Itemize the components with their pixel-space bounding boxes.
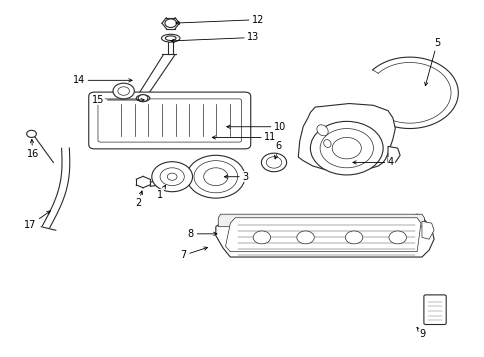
Ellipse shape — [316, 125, 328, 136]
Circle shape — [253, 231, 270, 244]
Ellipse shape — [165, 36, 176, 40]
Text: 12: 12 — [176, 15, 264, 25]
Ellipse shape — [136, 95, 150, 101]
Circle shape — [310, 121, 382, 175]
Polygon shape — [298, 104, 394, 171]
Text: 9: 9 — [416, 327, 425, 339]
Circle shape — [388, 231, 406, 244]
Circle shape — [345, 231, 362, 244]
Circle shape — [266, 157, 281, 168]
Ellipse shape — [161, 34, 180, 42]
FancyBboxPatch shape — [89, 92, 250, 149]
Text: 14: 14 — [73, 75, 132, 85]
Ellipse shape — [323, 140, 331, 147]
Text: 4: 4 — [352, 157, 393, 167]
Circle shape — [165, 19, 176, 27]
Circle shape — [113, 83, 134, 99]
Text: 10: 10 — [227, 122, 286, 132]
Circle shape — [203, 168, 227, 186]
Circle shape — [27, 130, 36, 137]
Circle shape — [186, 155, 244, 198]
Polygon shape — [387, 146, 399, 162]
Circle shape — [118, 87, 129, 95]
Circle shape — [160, 168, 184, 186]
Text: 8: 8 — [187, 229, 216, 239]
FancyBboxPatch shape — [423, 295, 445, 325]
Text: 16: 16 — [27, 139, 39, 159]
Text: 11: 11 — [212, 132, 276, 142]
Circle shape — [138, 95, 148, 102]
Polygon shape — [421, 221, 433, 239]
Text: 13: 13 — [171, 32, 259, 42]
Circle shape — [319, 129, 373, 168]
Text: 15: 15 — [91, 95, 144, 105]
Circle shape — [194, 161, 237, 193]
Polygon shape — [225, 218, 420, 252]
Text: 6: 6 — [274, 141, 281, 159]
Text: 5: 5 — [424, 38, 439, 86]
Circle shape — [332, 137, 361, 159]
Polygon shape — [215, 214, 433, 257]
Text: 2: 2 — [135, 191, 142, 208]
Text: 1: 1 — [157, 185, 165, 200]
Text: 17: 17 — [24, 211, 50, 230]
Polygon shape — [218, 214, 424, 227]
Circle shape — [296, 231, 314, 244]
Circle shape — [167, 173, 177, 180]
Text: 3: 3 — [224, 172, 248, 182]
Text: 7: 7 — [180, 247, 207, 260]
Circle shape — [261, 153, 286, 172]
FancyBboxPatch shape — [98, 99, 241, 142]
Circle shape — [151, 162, 192, 192]
